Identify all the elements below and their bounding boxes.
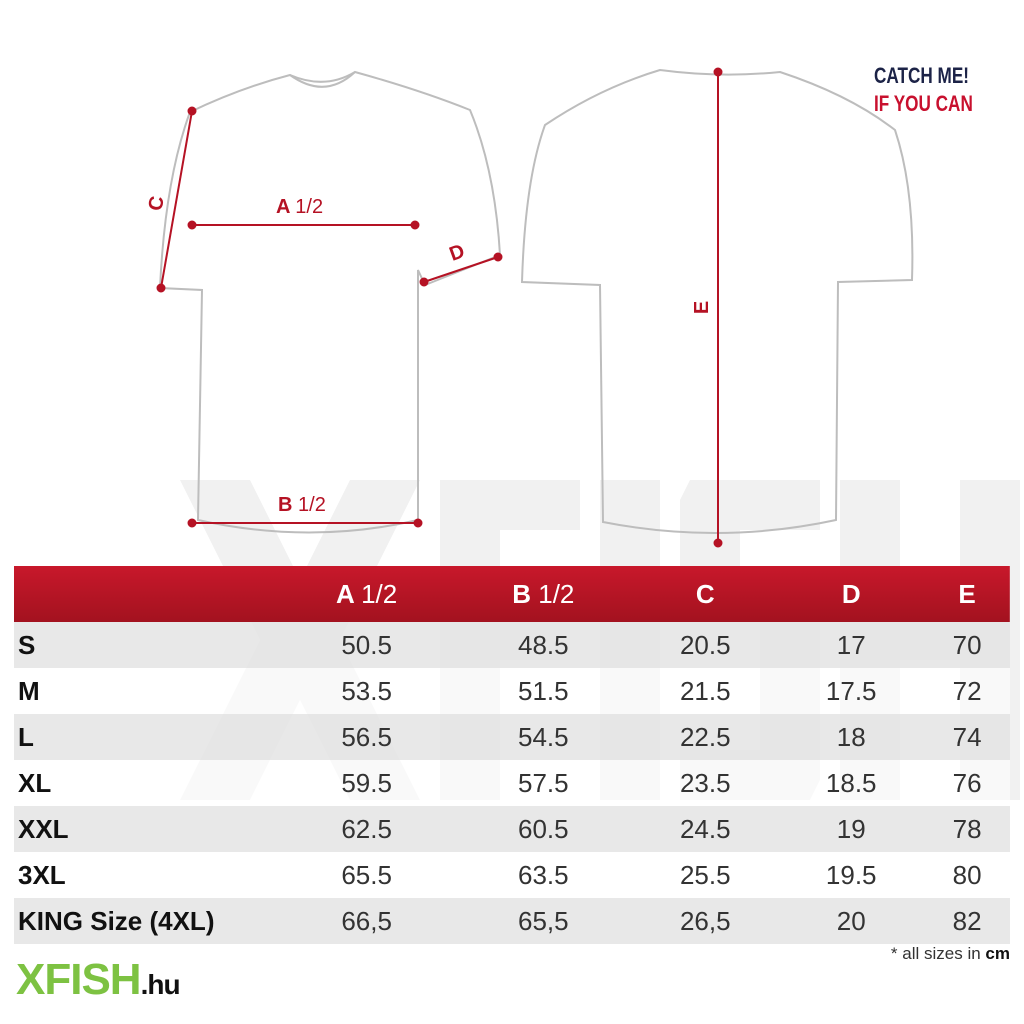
table-row: KING Size (4XL) 66,5 65,5 26,5 20 82: [14, 898, 1010, 944]
size-value: 19: [836, 813, 866, 844]
size-label: S: [18, 629, 36, 660]
back-shirt-outline: [520, 68, 914, 534]
size-value: 76: [952, 767, 982, 798]
table-header: A 1/2 B 1/2 C D E: [14, 566, 1010, 622]
size-value: 80: [952, 859, 982, 890]
size-value: 54.5: [518, 721, 569, 752]
size-value: 74: [952, 721, 982, 752]
table-row: L 56.5 54.5 22.5 18 74: [14, 714, 1010, 760]
header-e: E: [958, 578, 976, 609]
table-row: XXL 62.5 60.5 24.5 19 78: [14, 806, 1010, 852]
size-value: 21.5: [679, 675, 731, 706]
label-a-half: A 1/2: [276, 196, 324, 218]
front-shirt-outline: [158, 70, 502, 534]
size-value: 22.5: [679, 721, 731, 752]
size-value: 50.5: [341, 629, 392, 660]
size-label: M: [18, 675, 40, 706]
size-value: 72: [952, 675, 982, 706]
size-value: 23.5: [679, 767, 731, 798]
units-note: * all sizes in cm: [890, 944, 1010, 963]
size-table: A 1/2 B 1/2 C D E S 50.5 48.5 20.5 17 70 M 53.5…: [14, 566, 1010, 944]
size-value: 60.5: [518, 813, 569, 844]
xfish-logo: XFISH.hu: [16, 955, 181, 1004]
size-value: 25.5: [679, 859, 731, 890]
table-row: S 50.5 48.5 20.5 17 70: [14, 622, 1010, 668]
table-row: 3XL 65.5 63.5 25.5 19.5 80: [14, 852, 1010, 898]
size-value: 82: [952, 905, 982, 936]
header-b: B 1/2: [512, 578, 575, 609]
header-d: D: [841, 578, 861, 609]
size-value: 24.5: [679, 813, 731, 844]
label-e: E: [691, 300, 714, 315]
measurement-lines: [156, 67, 723, 548]
table-row: M 53.5 51.5 21.5 17.5 72: [14, 668, 1010, 714]
size-value: 18: [836, 721, 866, 752]
size-value: 65,5: [518, 905, 569, 936]
label-b-half: B 1/2: [278, 494, 326, 516]
header-a: A 1/2: [336, 578, 398, 609]
size-value: 62.5: [341, 813, 392, 844]
size-value: 26,5: [679, 905, 731, 936]
size-value: 48.5: [518, 629, 569, 660]
header-c: C: [695, 578, 715, 609]
size-label: KING Size (4XL): [18, 905, 215, 936]
size-value: 66,5: [341, 905, 392, 936]
size-value: 20: [836, 905, 866, 936]
size-value: 63.5: [518, 859, 569, 890]
size-value: 56.5: [341, 721, 392, 752]
size-value: 17: [836, 629, 866, 660]
size-label: XL: [18, 767, 52, 798]
size-value: 51.5: [518, 675, 569, 706]
slogan: CATCH ME! IF YOU CAN: [874, 62, 973, 118]
size-label: 3XL: [18, 859, 66, 890]
size-value: 70: [952, 629, 982, 660]
tshirt-diagrams: [156, 67, 914, 548]
size-value: 18.5: [825, 767, 877, 798]
table-row: XL 59.5 57.5 23.5 18.5 76: [14, 760, 1010, 806]
size-value: 59.5: [341, 767, 392, 798]
size-value: 19.5: [825, 859, 877, 890]
slogan-line1: CATCH ME!: [874, 63, 970, 88]
size-value: 20.5: [679, 629, 731, 660]
size-value: 78: [952, 813, 982, 844]
size-label: L: [18, 721, 34, 752]
size-value: 17.5: [825, 675, 877, 706]
size-value: 53.5: [341, 675, 392, 706]
size-value: 57.5: [518, 767, 569, 798]
slogan-line2: IF YOU CAN: [874, 91, 973, 116]
header-size: [14, 566, 279, 622]
size-label: XXL: [18, 813, 69, 844]
size-value: 65.5: [341, 859, 392, 890]
